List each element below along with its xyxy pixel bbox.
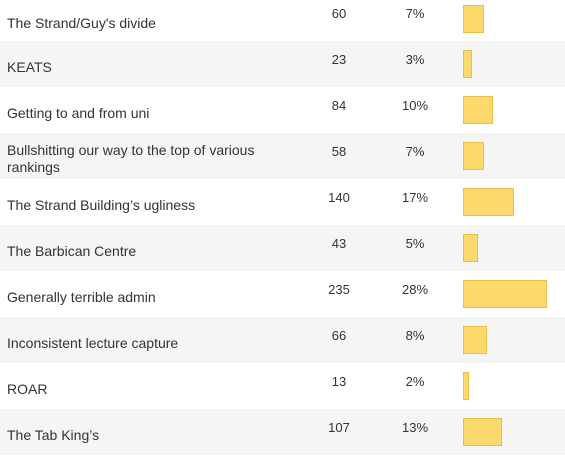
option-label: The Tab King’s bbox=[7, 426, 100, 443]
option-label: The Barbican Centre bbox=[7, 242, 137, 259]
vote-count: 13 bbox=[331, 374, 347, 389]
vote-bar bbox=[463, 142, 484, 170]
vote-bar bbox=[463, 326, 487, 354]
vote-count: 60 bbox=[331, 6, 347, 21]
poll-row: KEATS 23 3% bbox=[0, 41, 565, 87]
vote-count: 84 bbox=[331, 98, 347, 113]
vote-bar bbox=[463, 280, 547, 308]
option-label: ROAR bbox=[7, 380, 48, 397]
option-label: Getting to and from uni bbox=[7, 104, 150, 121]
vote-percent: 28% bbox=[401, 282, 429, 297]
vote-percent: 7% bbox=[405, 6, 425, 21]
vote-count: 43 bbox=[331, 236, 347, 251]
vote-bar bbox=[463, 188, 514, 216]
option-label: Inconsistent lecture capture bbox=[7, 334, 179, 351]
option-label: The Strand Building’s ugliness bbox=[7, 196, 196, 213]
vote-count: 23 bbox=[331, 52, 347, 67]
vote-percent: 7% bbox=[405, 144, 425, 159]
vote-percent: 10% bbox=[401, 98, 429, 113]
vote-percent: 3% bbox=[405, 52, 425, 67]
vote-bar bbox=[463, 5, 484, 33]
vote-count: 107 bbox=[328, 420, 350, 435]
poll-row: Getting to and from uni 84 10% bbox=[0, 87, 565, 133]
option-label: The Strand/Guy's divide bbox=[7, 15, 156, 31]
vote-bar bbox=[463, 50, 472, 78]
option-label: Generally terrible admin bbox=[7, 288, 156, 305]
vote-percent: 5% bbox=[405, 236, 425, 251]
poll-row: Bullshitting our way to the top of vario… bbox=[0, 133, 565, 179]
vote-count: 58 bbox=[331, 144, 347, 159]
vote-percent: 2% bbox=[405, 374, 425, 389]
vote-bar bbox=[463, 418, 502, 446]
option-label: Bullshitting our way to the top of vario… bbox=[7, 142, 255, 175]
vote-bar bbox=[463, 96, 493, 124]
poll-row: ROAR 13 2% bbox=[0, 363, 565, 409]
vote-percent: 17% bbox=[401, 190, 429, 205]
poll-row: The Strand Building’s ugliness 140 17% bbox=[0, 179, 565, 225]
vote-percent: 8% bbox=[405, 328, 425, 343]
poll-row: Generally terrible admin 235 28% bbox=[0, 271, 565, 317]
poll-row: The Strand/Guy's divide 60 7% bbox=[0, 0, 565, 41]
vote-percent: 13% bbox=[401, 420, 429, 435]
vote-count: 66 bbox=[331, 328, 347, 343]
vote-count: 140 bbox=[328, 190, 350, 205]
vote-bar bbox=[463, 234, 478, 262]
vote-bar bbox=[463, 372, 469, 400]
poll-row: Inconsistent lecture capture 66 8% bbox=[0, 317, 565, 363]
vote-count: 235 bbox=[328, 282, 350, 297]
option-label: KEATS bbox=[7, 58, 52, 75]
poll-row: The Tab King’s 107 13% bbox=[0, 409, 565, 455]
poll-row: The Barbican Centre 43 5% bbox=[0, 225, 565, 271]
